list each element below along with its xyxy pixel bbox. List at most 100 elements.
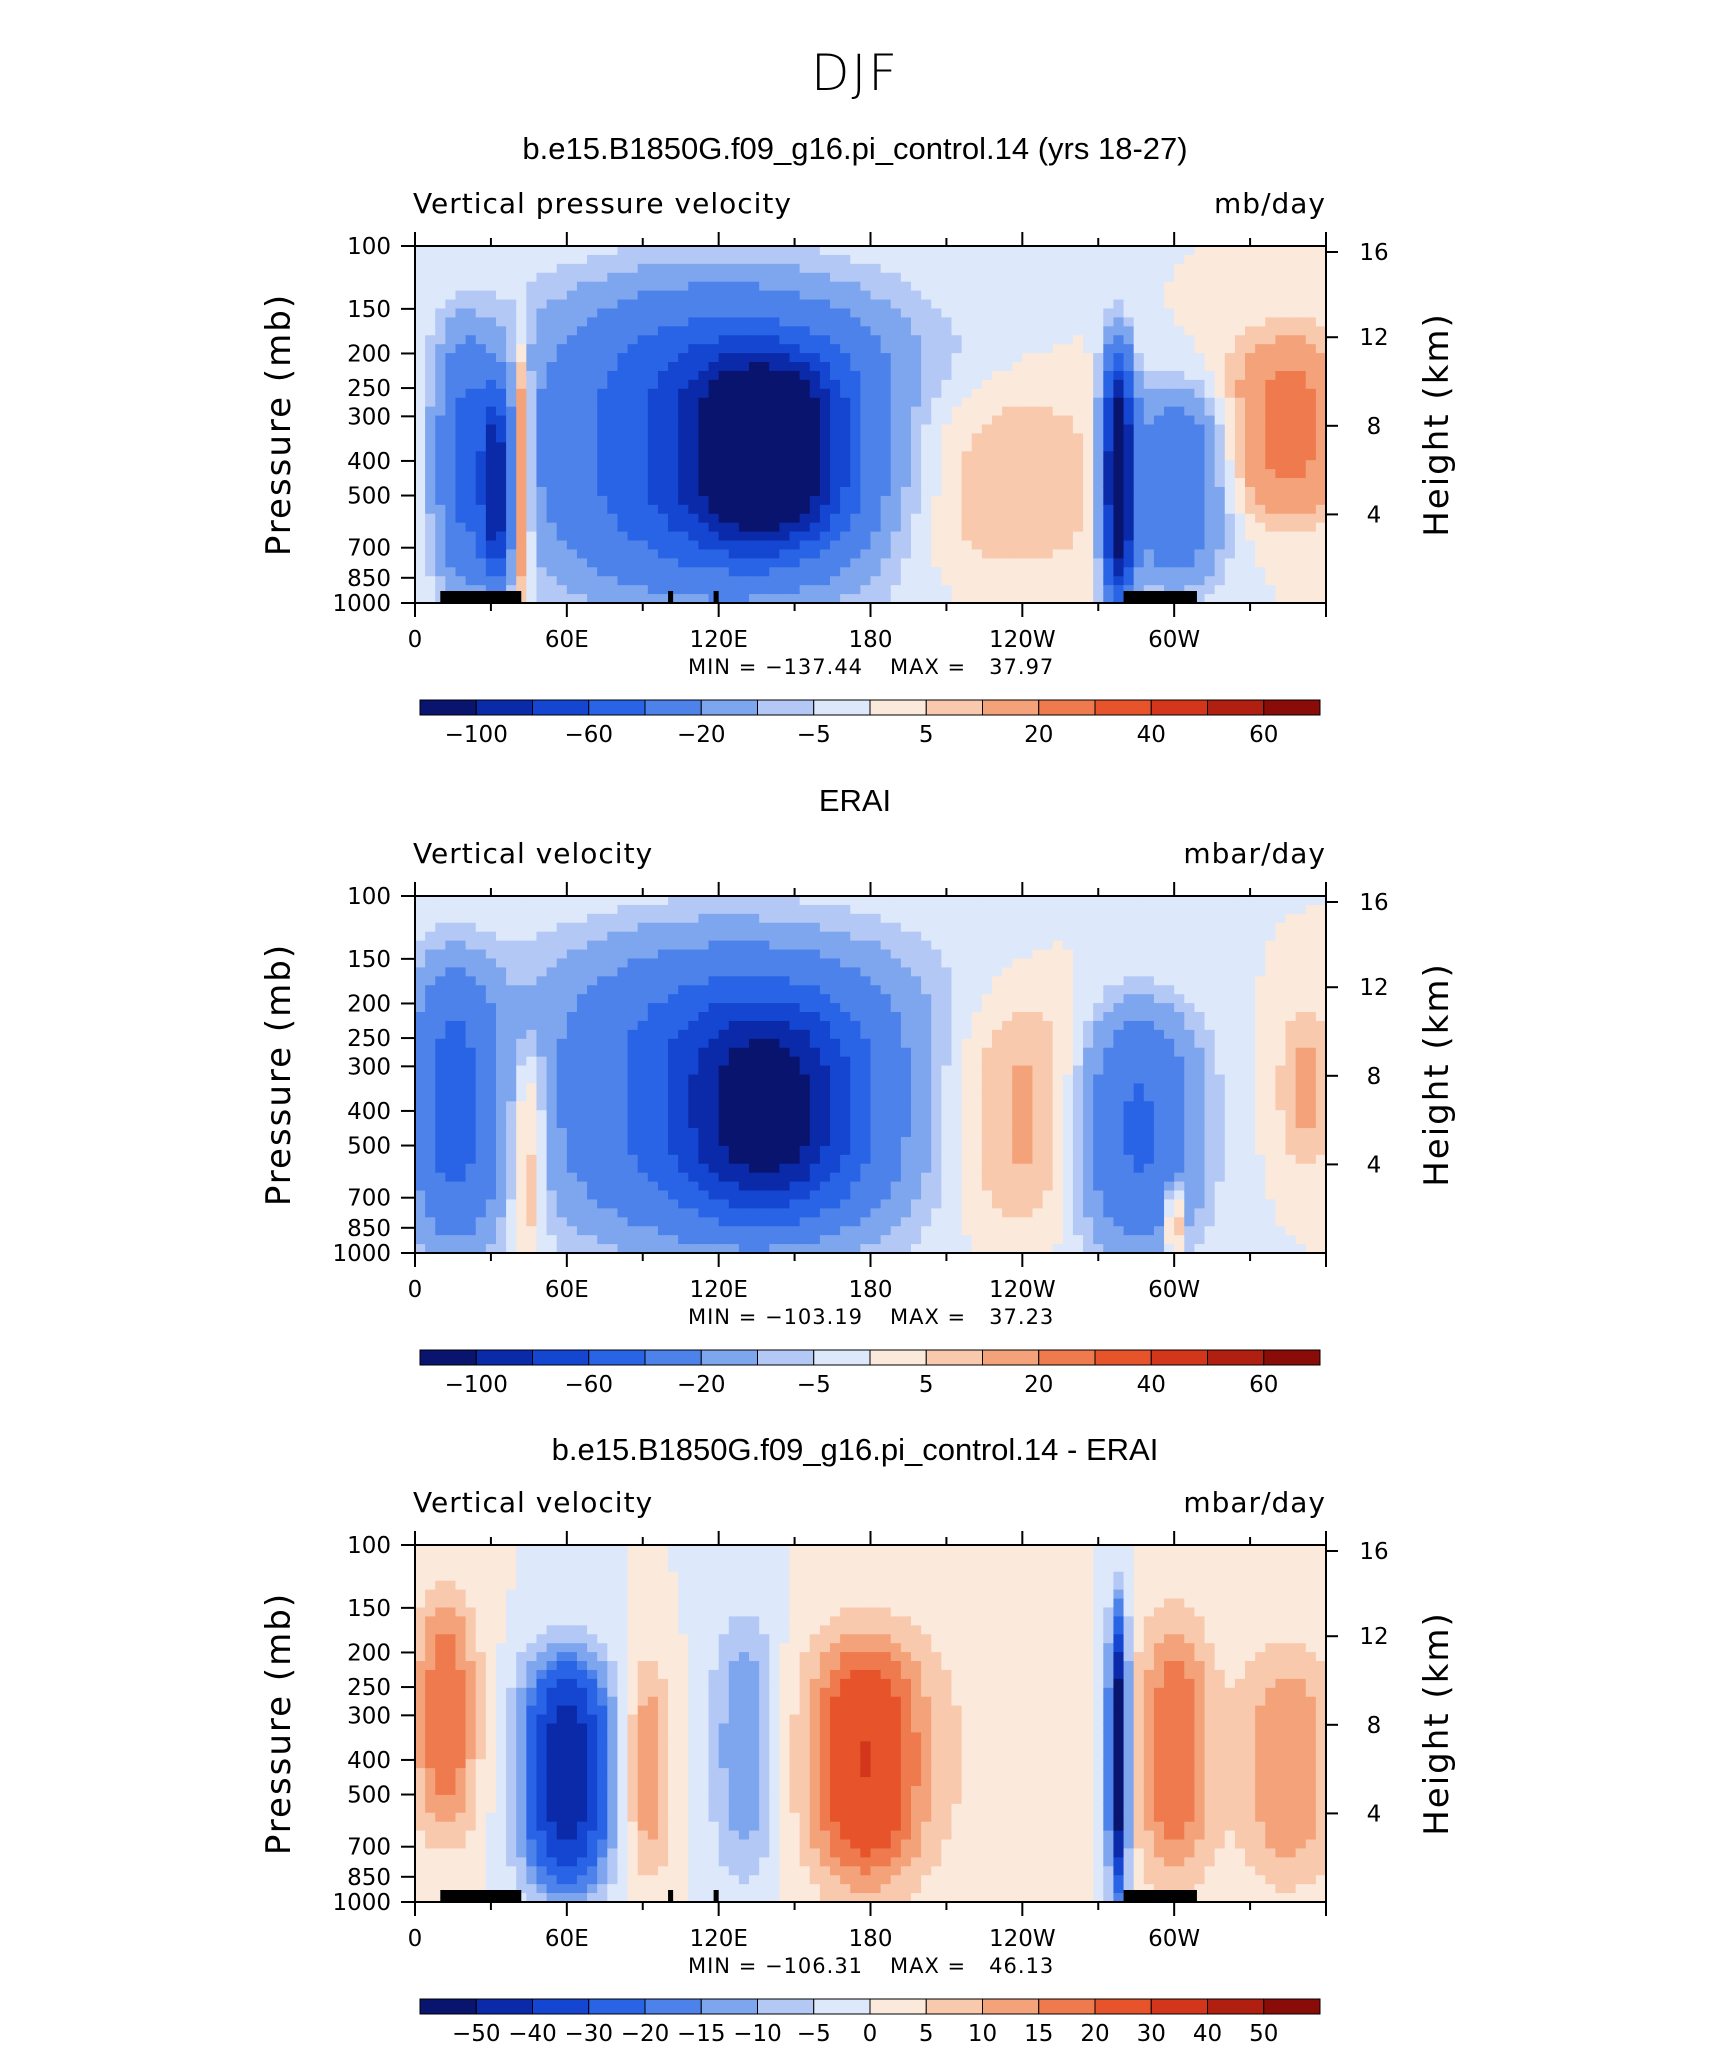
heatmap-cell	[1022, 407, 1033, 417]
heatmap-cell	[648, 380, 659, 390]
heatmap-cell	[1103, 532, 1114, 542]
heatmap-cell	[496, 567, 507, 577]
heatmap-cell	[992, 567, 1003, 577]
heatmap-cell	[688, 1039, 699, 1049]
heatmap-cell	[729, 1083, 740, 1093]
heatmap-cell	[1265, 407, 1276, 417]
heatmap-cell	[547, 389, 558, 399]
heatmap-cell	[567, 1039, 578, 1049]
heatmap-cell	[628, 1146, 639, 1156]
heatmap-cell	[496, 317, 507, 327]
heatmap-cell	[557, 1119, 568, 1129]
heatmap-cell	[1194, 487, 1205, 497]
heatmap-cell	[1316, 558, 1327, 568]
heatmap-cell	[617, 958, 628, 968]
heatmap-cell	[749, 273, 760, 283]
heatmap-cell	[648, 1164, 659, 1174]
heatmap-cell	[466, 967, 477, 977]
heatmap-cell	[800, 576, 811, 586]
heatmap-cell	[1063, 353, 1074, 363]
heatmap-cell	[1184, 460, 1195, 470]
heatmap-cell	[1286, 425, 1297, 435]
heatmap-cell	[1225, 371, 1236, 381]
heatmap-cell	[820, 514, 831, 524]
heatmap-cell	[486, 282, 497, 292]
heatmap-cell	[982, 523, 993, 533]
heatmap-cell	[941, 425, 952, 435]
heatmap-cell	[547, 1173, 558, 1183]
heatmap-cell	[536, 389, 547, 399]
heatmap-cell	[415, 541, 426, 551]
heatmap-cell	[445, 478, 456, 488]
heatmap-cell	[658, 532, 669, 542]
heatmap-cell	[547, 523, 558, 533]
heatmap-cell	[951, 255, 962, 265]
heatmap-cell	[668, 1164, 679, 1174]
heatmap-cell	[648, 1173, 659, 1183]
heatmap-cell	[850, 407, 861, 417]
heatmap-cell	[415, 1217, 426, 1227]
heatmap-cell	[476, 1066, 487, 1076]
heatmap-cell	[435, 308, 446, 318]
heatmap-cell	[688, 1128, 699, 1138]
heatmap-cell	[800, 398, 811, 408]
heatmap-cell	[496, 487, 507, 497]
heatmap-cell	[881, 246, 892, 256]
heatmap-cell	[557, 371, 568, 381]
heatmap-cell	[1265, 442, 1276, 452]
heatmap-cell	[658, 941, 669, 951]
heatmap-cell	[1113, 362, 1124, 372]
heatmap-cell	[951, 451, 962, 461]
heatmap-cell	[678, 353, 689, 363]
y-axis-title: Pressure (mb)	[259, 293, 299, 556]
heatmap-cells	[415, 896, 1327, 1254]
heatmap-cell	[516, 1066, 527, 1076]
heatmap-cell	[506, 576, 517, 586]
heatmap-cell	[526, 976, 537, 986]
heatmap-cell	[1174, 326, 1185, 336]
heatmap-cell	[871, 451, 882, 461]
heatmap-cell	[1245, 532, 1256, 542]
heatmap-cell	[435, 273, 446, 283]
heatmap-cell	[1184, 291, 1195, 301]
heatmap-cell	[688, 1030, 699, 1040]
heatmap-cell	[1053, 326, 1064, 336]
heatmap-cell	[466, 1066, 477, 1076]
heatmap-cell	[1002, 273, 1013, 283]
heatmap-cell	[526, 1083, 537, 1093]
heatmap-cell	[860, 282, 871, 292]
heatmap-cell	[476, 255, 487, 265]
heatmap-cell	[860, 505, 871, 515]
heatmap-cell	[1063, 576, 1074, 586]
heatmap-cell	[587, 1191, 598, 1201]
heatmap-cell	[577, 469, 588, 479]
heatmap-cell	[557, 487, 568, 497]
heatmap-cell	[678, 541, 689, 551]
heatmap-cell	[506, 487, 517, 497]
heatmap-cell	[668, 914, 679, 924]
heatmap-cell	[557, 308, 568, 318]
heatmap-cell	[688, 300, 699, 310]
heatmap-cell	[577, 576, 588, 586]
heatmap-cell	[1124, 291, 1135, 301]
heatmap-cell	[557, 317, 568, 327]
heatmap-cell	[445, 246, 456, 256]
heatmap-cell	[425, 425, 436, 435]
heatmap-cell	[628, 1155, 639, 1165]
heatmap-cell	[526, 1003, 537, 1013]
heatmap-cell	[871, 576, 882, 586]
heatmap-cell	[628, 353, 639, 363]
heatmap-cell	[496, 246, 507, 256]
heatmap-cell	[992, 273, 1003, 283]
heatmap-cell	[709, 246, 720, 256]
heatmap-cell	[698, 487, 709, 497]
heatmap-cell	[1073, 407, 1084, 417]
heatmap-cell	[658, 514, 669, 524]
heatmap-cell	[1154, 264, 1165, 274]
heatmap-cell	[1144, 478, 1155, 488]
heatmap-cell	[597, 1235, 608, 1245]
heatmap-cell	[526, 451, 537, 461]
heatmap-cell	[1032, 433, 1043, 443]
heatmap-cell	[830, 567, 841, 577]
heatmap-cell	[729, 585, 740, 595]
